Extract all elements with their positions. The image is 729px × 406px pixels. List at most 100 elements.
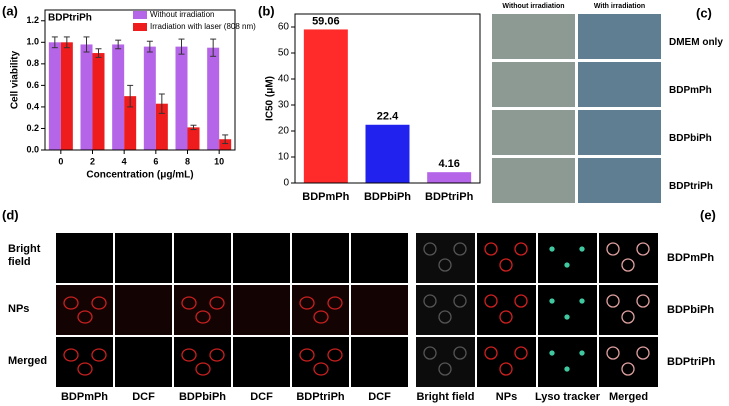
y-tick-label: 0.4: [26, 101, 39, 111]
cell: [514, 242, 528, 256]
cell: [313, 362, 329, 376]
cell: [564, 262, 570, 268]
y-tick-label: 0.8: [26, 58, 39, 68]
micrograph: [599, 285, 658, 335]
row-label: BDPmPh: [667, 252, 714, 264]
bar: [175, 46, 188, 150]
y-tick-label: 30: [278, 100, 290, 111]
row-label: NPs: [8, 303, 30, 315]
cell: [579, 298, 585, 304]
bar: [48, 42, 61, 150]
cell: [63, 296, 79, 310]
panel-label: (a): [2, 3, 18, 18]
micrograph: [538, 285, 597, 335]
micrograph: [174, 337, 231, 387]
cell: [514, 346, 528, 360]
plot-frame: [44, 9, 236, 151]
micrograph: [292, 285, 349, 335]
y-tick-label: 0.6: [26, 80, 39, 90]
column-label: BDPmPh: [61, 391, 108, 403]
row-label: BDPbiPh: [669, 133, 712, 144]
micrograph: [115, 337, 172, 387]
x-tick-label: 6: [153, 156, 158, 166]
cell: [313, 310, 329, 324]
micrograph: [56, 233, 113, 283]
y-tick-label: 1.2: [26, 15, 39, 25]
panel-label: (b): [258, 3, 275, 18]
micrograph: [538, 337, 597, 387]
micrograph: [115, 285, 172, 335]
cell: [499, 362, 513, 376]
column-label: BDPbiPh: [179, 391, 226, 403]
cell: [636, 346, 650, 360]
column-label: DCF: [368, 391, 391, 403]
cell: [423, 294, 437, 308]
cell: [579, 246, 585, 252]
column-label: Bright field: [416, 391, 474, 403]
micrograph: [492, 14, 575, 59]
micrograph: [115, 233, 172, 283]
row-label: BDPmPh: [669, 85, 712, 96]
bar: [60, 42, 73, 150]
column-label: Merged: [609, 391, 648, 403]
y-tick-label: 0: [283, 178, 289, 189]
cell: [77, 310, 93, 324]
cell: [423, 242, 437, 256]
cell: [327, 348, 343, 362]
micrograph: [351, 233, 408, 283]
micrograph: [477, 285, 536, 335]
micrograph: [416, 233, 475, 283]
cell: [499, 310, 513, 324]
cell: [636, 242, 650, 256]
cell: [514, 294, 528, 308]
x-tick-label: 4: [122, 156, 127, 166]
x-tick-label: 2: [90, 156, 95, 166]
y-tick-label: 1.0: [26, 37, 39, 47]
bar: [219, 139, 232, 150]
cell: [438, 258, 452, 272]
column-label: With irradiation: [594, 3, 645, 10]
cell: [209, 348, 225, 362]
cell: [423, 346, 437, 360]
column-label: Without irradiation: [502, 3, 564, 10]
value-label: 22.4: [377, 111, 399, 123]
cell: [621, 258, 635, 272]
row-label: BDPtriPh: [669, 181, 713, 192]
micrograph: [351, 337, 408, 387]
bar: [427, 172, 472, 183]
row-label: BDPbiPh: [667, 304, 714, 316]
panel-label: (d): [2, 207, 19, 222]
cell: [453, 294, 467, 308]
bar: [187, 127, 200, 150]
cell: [484, 242, 498, 256]
column-label: DCF: [132, 391, 155, 403]
micrograph: [492, 62, 575, 107]
cell: [564, 314, 570, 320]
cell: [606, 242, 620, 256]
cell: [63, 348, 79, 362]
panel-label: (c): [696, 5, 712, 20]
value-label: 59.06: [312, 15, 340, 27]
micrograph: [56, 285, 113, 335]
bar: [124, 96, 137, 150]
micrograph: [578, 14, 661, 59]
y-axis-label: IC50 (μM): [265, 76, 276, 121]
x-tick-label: 10: [214, 156, 224, 166]
row-label: Merged: [8, 355, 48, 367]
micrograph: [578, 158, 661, 203]
legend-label: Irradiation with laser (808 nm): [150, 22, 256, 31]
micrograph: [174, 233, 231, 283]
bar: [155, 103, 168, 150]
cell: [438, 310, 452, 324]
cell: [549, 298, 555, 304]
cell: [91, 296, 107, 310]
x-tick-label: BDPmPh: [302, 191, 349, 203]
cell: [564, 366, 570, 372]
cell: [621, 310, 635, 324]
y-tick-label: 60: [278, 22, 290, 33]
cell: [549, 246, 555, 252]
micrograph: [477, 233, 536, 283]
micrograph: [292, 337, 349, 387]
x-tick-label: 8: [185, 156, 190, 166]
